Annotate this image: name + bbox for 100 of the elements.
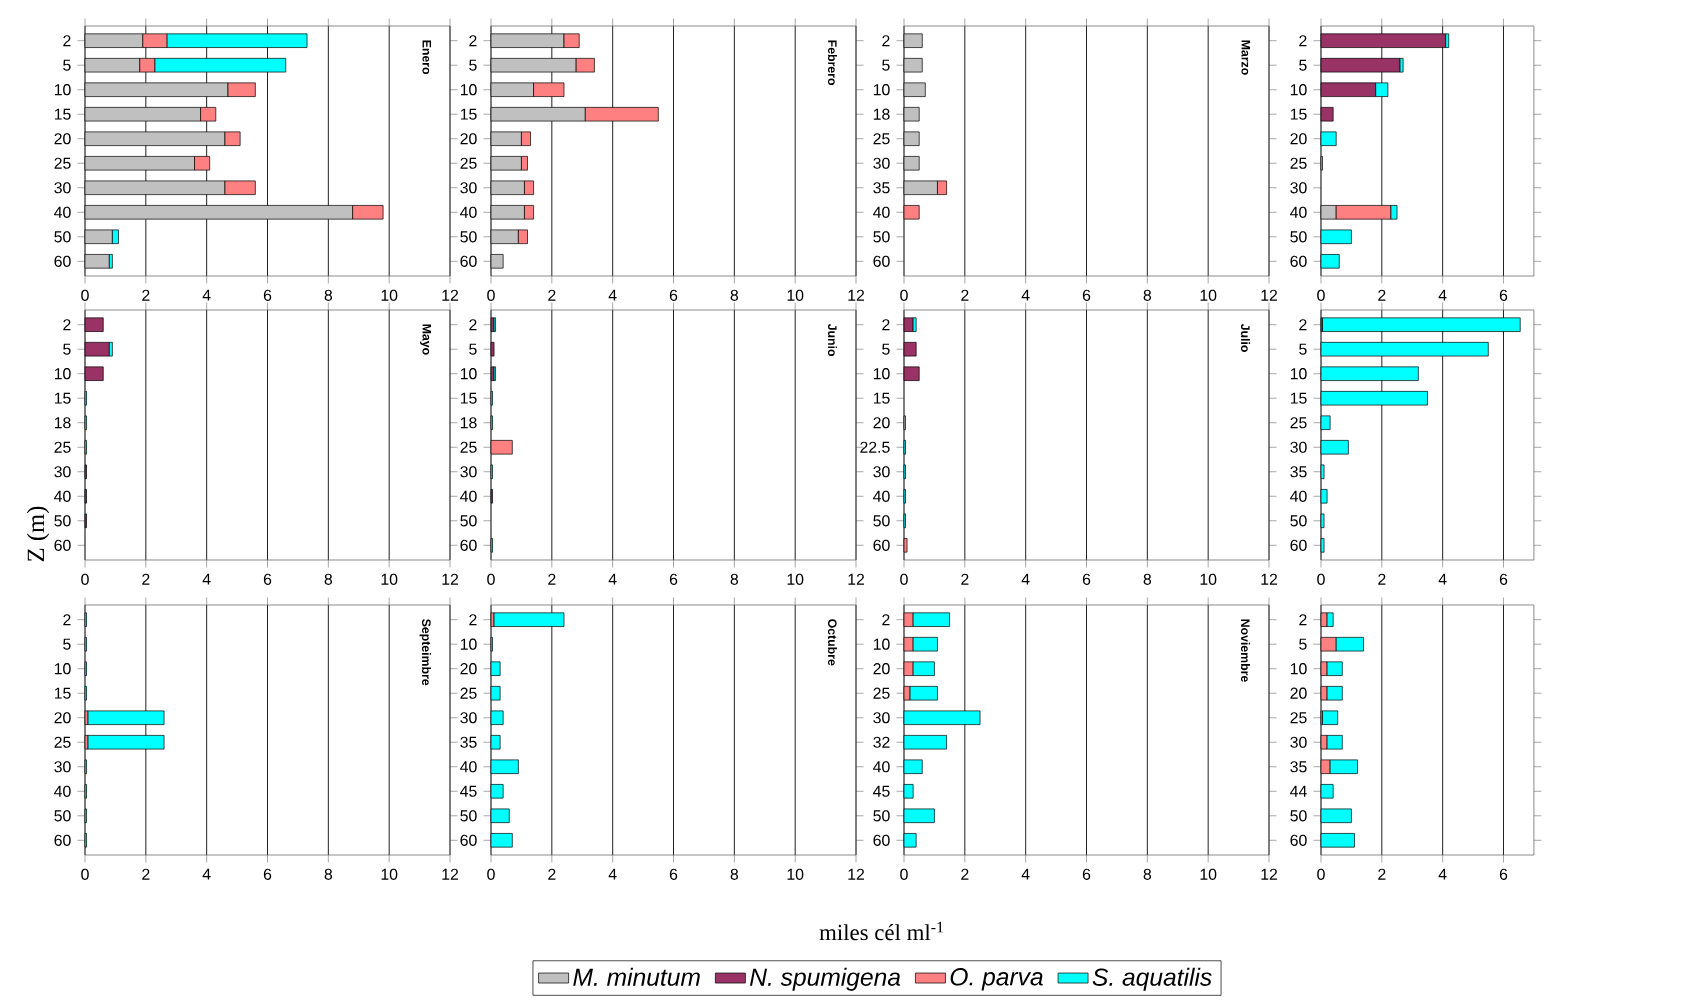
y-tick-label: 40: [54, 785, 71, 797]
legend-label: S. aquatilis: [1092, 967, 1212, 991]
y-tick-label: 40: [460, 206, 477, 218]
x-tick-label: 0: [487, 868, 495, 880]
y-tick-label: 10: [54, 368, 71, 380]
y-tick-label: 60: [1290, 539, 1307, 551]
x-tick-label: 6: [263, 868, 272, 880]
y-tick-label: 30: [873, 712, 890, 724]
x-tick-label: 6: [263, 289, 272, 301]
y-tick-label: 25: [460, 157, 477, 169]
y-tick-label: 25: [460, 687, 477, 699]
x-tick-label: 0: [81, 573, 89, 585]
y-tick-label: 60: [54, 539, 71, 551]
x-tick-label: 6: [1499, 573, 1508, 585]
x-tick-label: 8: [730, 868, 739, 880]
y-tick-label: 30: [1290, 182, 1307, 194]
y-tick-label: 2: [469, 35, 477, 47]
x-tick-label: 8: [324, 573, 333, 585]
y-tick-label: 20: [1290, 687, 1307, 699]
x-tick-label: 2: [1378, 868, 1386, 880]
y-tick-label: 35: [460, 736, 477, 748]
y-tick-label: 30: [460, 466, 477, 478]
x-tick-label: 0: [487, 573, 495, 585]
y-tick-label: 30: [873, 466, 890, 478]
y-tick-label: 18: [54, 417, 71, 429]
y-tick-label: 50: [54, 231, 71, 243]
y-tick-label: 20: [460, 133, 477, 145]
x-tick-label: 6: [669, 289, 678, 301]
y-tick-label: 25: [54, 736, 71, 748]
x-tick-label: 0: [1317, 573, 1325, 585]
x-tick-label: 8: [324, 289, 333, 301]
y-tick-label: 10: [54, 663, 71, 675]
y-tick-label: 50: [460, 515, 477, 527]
y-tick-label: 2: [1299, 614, 1307, 626]
x-tick-label: 2: [961, 573, 969, 585]
y-tick-label: 30: [460, 712, 477, 724]
x-tick-label: 12: [1261, 868, 1277, 880]
y-tick-label: 30: [54, 761, 71, 773]
x-tick-label: 6: [263, 573, 272, 585]
y-tick-label: 5: [882, 59, 890, 71]
x-tick-label: 12: [848, 573, 864, 585]
text: Junio: [828, 323, 838, 357]
y-tick-label: 40: [873, 490, 890, 502]
y-tick-label: 15: [54, 392, 71, 404]
y-tick-label: 60: [1290, 834, 1307, 846]
y-tick-label: 30: [54, 466, 71, 478]
x-tick-label: 12: [1261, 573, 1277, 585]
x-tick-label: 4: [608, 573, 617, 585]
x-tick-label: 0: [81, 289, 89, 301]
y-tick-label: 25: [873, 133, 890, 145]
y-tick-label: 5: [1299, 638, 1307, 650]
x-tick-label: 10: [787, 289, 804, 301]
y-tick-label: 50: [873, 515, 890, 527]
x-tick-label: 10: [381, 868, 398, 880]
y-tick-label: 2: [882, 35, 890, 47]
y-tick-label: 40: [54, 490, 71, 502]
y-tick-label: 50: [1290, 810, 1307, 822]
y-tick-label: 60: [460, 834, 477, 846]
y-tick-label: 15: [460, 108, 477, 120]
x-tick-label: 2: [548, 289, 556, 301]
y-tick-label: 5: [63, 638, 71, 650]
y-tick-label: 20: [54, 712, 71, 724]
y-tick-label: 30: [54, 182, 71, 194]
y-tick-label: 40: [1290, 206, 1307, 218]
x-tick-label: 12: [442, 573, 458, 585]
y-tick-label: 32: [873, 736, 890, 748]
x-tick-label: 6: [669, 868, 678, 880]
y-tick-label: 40: [54, 206, 71, 218]
text: Septeimbre: [419, 619, 432, 686]
y-tick-label: 40: [873, 206, 890, 218]
text: Febrero: [828, 40, 838, 86]
x-tick-label: 2: [961, 289, 969, 301]
y-tick-label: 25: [1290, 712, 1307, 724]
x-tick-label: 4: [1021, 573, 1030, 585]
y-tick-label: 10: [873, 368, 890, 380]
y-tick-label: 25: [1290, 157, 1307, 169]
y-tick-label: 30: [873, 157, 890, 169]
y-tick-label: 20: [1290, 133, 1307, 145]
y-tick-label: 15: [1290, 108, 1307, 120]
y-tick-label: 20: [873, 417, 890, 429]
y-tick-label: 60: [873, 834, 890, 846]
text: Marzo: [1241, 40, 1251, 75]
y-tick-label: 60: [460, 255, 477, 267]
y-tick-label: 25: [460, 441, 477, 453]
x-tick-label: 2: [961, 868, 969, 880]
x-tick-label: 10: [1200, 289, 1217, 301]
y-tick-label: 40: [1290, 490, 1307, 502]
x-tick-label: 6: [669, 573, 678, 585]
x-tick-label: 0: [81, 868, 89, 880]
x-tick-label: 4: [202, 573, 211, 585]
x-tick-label: 12: [442, 868, 458, 880]
y-tick-label: 5: [1299, 343, 1307, 355]
y-tick-label: 10: [873, 638, 890, 650]
y-tick-label: 5: [469, 59, 477, 71]
x-tick-label: 12: [848, 868, 864, 880]
y-tick-label: 50: [460, 231, 477, 243]
y-tick-label: 5: [1299, 59, 1307, 71]
y-tick-label: 60: [873, 255, 890, 267]
y-tick-label: 10: [1290, 663, 1307, 675]
x-tick-label: 2: [142, 289, 150, 301]
